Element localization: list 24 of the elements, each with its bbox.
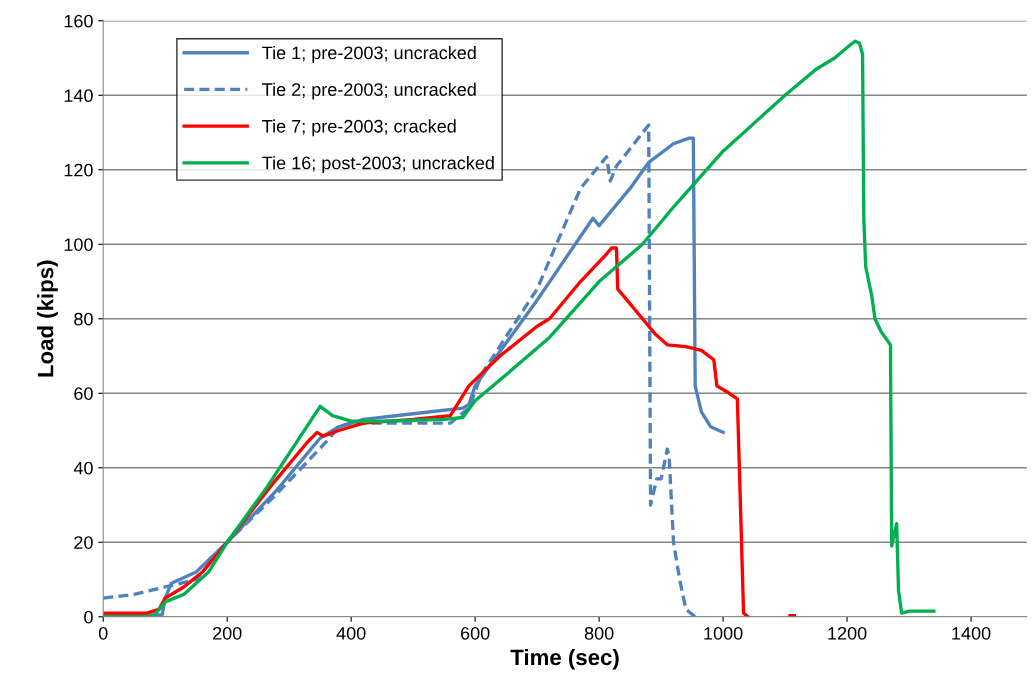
y-tick-label: 100 [64, 238, 93, 251]
y-tick-label: 40 [73, 461, 93, 475]
x-tick-label: 1000 [704, 626, 743, 640]
y-tick-label: 140 [64, 89, 93, 103]
y-tick-label: 80 [74, 312, 93, 326]
x-tick-label: 1200 [828, 626, 867, 640]
y-axis-title: Load (kips) [37, 260, 58, 377]
legend-label: Tie 2; pre-2003; uncracked [262, 82, 476, 100]
x-tick-label: 1400 [952, 626, 991, 640]
y-tick-label: 120 [64, 163, 93, 177]
y-tick-label: 60 [74, 387, 93, 400]
x-tick-label: 200 [213, 626, 242, 640]
y-tick-label: 20 [74, 536, 93, 549]
legend-label: Tie 1; pre-2003; uncracked [262, 45, 476, 63]
y-tick-label: 160 [64, 14, 93, 28]
x-tick-label: 400 [336, 626, 366, 640]
x-tick-label: 800 [584, 626, 614, 640]
x-tick-label: 600 [460, 626, 490, 640]
legend-label: Tie 7; pre-2003; cracked [262, 119, 456, 137]
y-tick-label: 0 [84, 610, 93, 624]
x-axis-title: Time (sec) [510, 648, 619, 670]
legend-label: Tie 16; post-2003; uncracked [262, 156, 494, 173]
x-tick-label: 0 [98, 626, 108, 640]
line-series [103, 39, 936, 617]
